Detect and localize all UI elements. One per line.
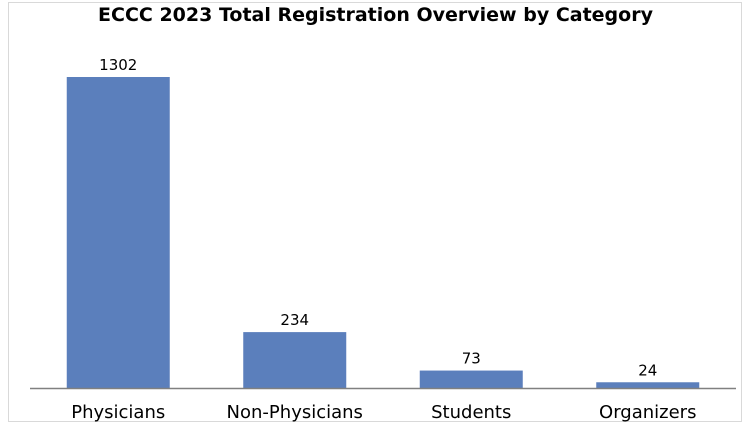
chart-title: ECCC 2023 Total Registration Overview by… — [98, 4, 653, 26]
x-tick-label-non-physicians: Non-Physicians — [227, 402, 363, 423]
x-tick-labels-layer: Physicians Non-Physicians Students Organize… — [71, 402, 696, 423]
bars-layer — [66, 77, 700, 388]
bar-non-physicians — [243, 332, 347, 388]
data-label-students: 73 — [462, 350, 481, 368]
x-tick-label-organizers: Organizers — [599, 402, 696, 423]
data-labels-layer: 1302 234 73 24 — [99, 56, 657, 379]
data-label-organizers: 24 — [638, 361, 657, 379]
bar-physicians — [66, 77, 170, 388]
data-label-non-physicians: 234 — [280, 311, 309, 329]
bar-organizers — [596, 382, 700, 388]
x-tick-label-students: Students — [431, 402, 511, 423]
bar-students — [419, 370, 523, 388]
data-label-physicians: 1302 — [99, 56, 137, 74]
x-tick-label-physicians: Physicians — [71, 402, 165, 423]
